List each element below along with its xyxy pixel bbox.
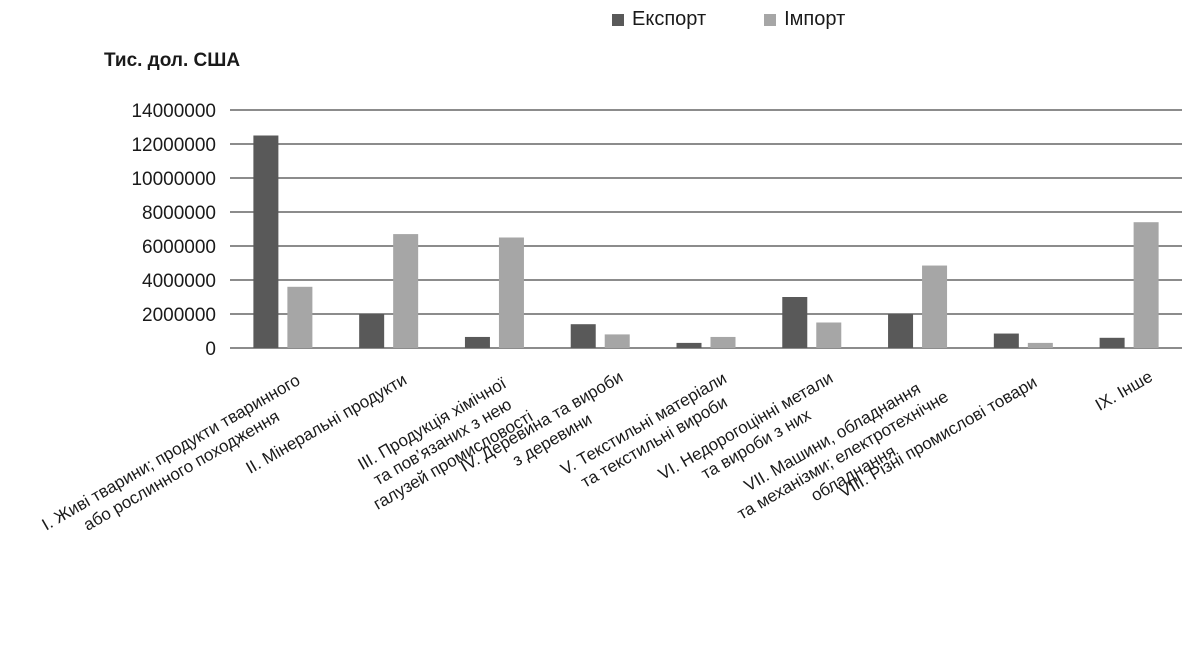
- bar-import: [1027, 342, 1053, 348]
- legend-item-import: Імпорт: [764, 8, 845, 31]
- bar-export: [359, 314, 385, 348]
- y-tick-label: 10000000: [131, 169, 216, 190]
- bar-export: [782, 297, 808, 348]
- bar-export: [253, 135, 279, 348]
- bar-import: [1133, 222, 1159, 348]
- bar-import: [287, 286, 313, 348]
- x-category-label: IX. Інше: [1092, 367, 1156, 415]
- bar-export: [570, 324, 596, 348]
- legend-swatch-import: [764, 13, 777, 26]
- legend-item-export: Експорт: [612, 8, 706, 31]
- legend: Експорт Імпорт: [612, 8, 845, 31]
- bar-import: [922, 265, 948, 348]
- bar-import: [816, 322, 842, 348]
- y-tick-label: 12000000: [131, 135, 216, 156]
- legend-swatch-export: [612, 13, 624, 26]
- y-tick-label: 8000000: [142, 203, 216, 224]
- bar-import: [604, 334, 630, 348]
- bar-export: [676, 342, 702, 348]
- y-tick-label: 2000000: [142, 305, 216, 326]
- bar-export: [993, 333, 1019, 348]
- x-category-label-line: IX. Інше: [1092, 367, 1156, 415]
- bar-import: [393, 234, 419, 348]
- bar-export: [1099, 337, 1125, 348]
- bar-export: [888, 314, 914, 348]
- bar-export: [464, 336, 490, 348]
- y-tick-label: 14000000: [131, 101, 216, 122]
- y-tick-label: 4000000: [142, 271, 216, 292]
- legend-label-import: Імпорт: [784, 8, 846, 30]
- x-category-label: VII. Машини, обладнаннята механізми; еле…: [724, 369, 962, 542]
- y-tick-label: 6000000: [142, 237, 216, 258]
- bar-import: [710, 336, 736, 348]
- y-axis-label: Тис. дол. США: [104, 50, 241, 71]
- y-tick-label: 0: [205, 339, 216, 360]
- bar-import: [498, 237, 524, 348]
- legend-label-export: Експорт: [632, 8, 707, 30]
